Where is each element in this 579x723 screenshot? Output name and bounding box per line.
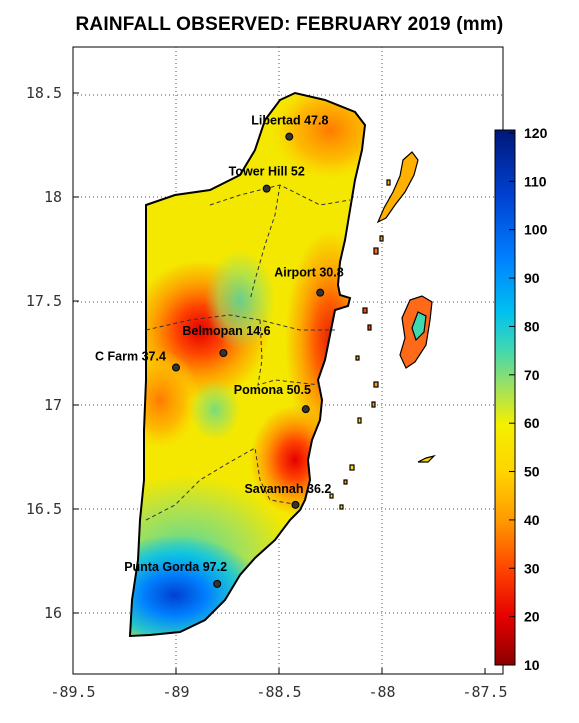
lon-tick-label: -88.5 [256,683,301,701]
station-label: Libertad 47.8 [251,114,328,128]
lat-tick-label: 16 [44,604,62,622]
colorbar-tick-label: 100 [524,222,548,238]
station-label: Tower Hill 52 [229,165,305,179]
station-value: 47.8 [304,114,328,128]
colorbar-tick-label: 20 [524,609,540,625]
station-label: Belmopan 14.6 [182,324,270,338]
colorbar [494,129,516,666]
station-name: Airport [274,266,317,280]
station-marker [301,405,310,414]
station-value: 52 [291,165,305,179]
station-name: C Farm [95,350,138,364]
station-name: Tower Hill [229,165,288,179]
station-label: Pomona 50.5 [234,383,311,397]
station-marker [316,288,325,297]
station-name: Belmopan [182,324,242,338]
mainland-coastline [128,91,367,638]
station-marker [172,363,180,372]
colorbar-tick-label: 120 [524,125,548,141]
station-marker [213,579,222,588]
colorbar-ticks: 120 110 100 90 80 70 60 50 40 30 20 10 [509,125,548,673]
station-label: Airport 30.8 [274,266,344,280]
lon-tick-label: -87.5 [462,683,507,701]
station-label: Punta Gorda 97.2 [124,560,227,574]
colorbar-tick-label: 80 [524,318,540,334]
colorbar-tick-label: 50 [524,464,540,480]
map-title: RAINFALL OBSERVED: FEBRUARY 2019 (mm) [75,14,504,35]
colorbar-tick-label: 30 [524,560,540,576]
station-value: 30.8 [319,266,343,280]
station-name: Punta Gorda [124,560,200,574]
lon-tick-label: -89 [162,683,189,701]
lon-tick-label: -88 [368,683,395,701]
station-value: 36.2 [307,482,331,496]
station-value: 50.5 [287,383,311,397]
lat-tick-label: 16.5 [26,500,62,518]
colorbar-tick-label: 70 [524,367,540,383]
colorbar-tick-label: 10 [524,657,540,673]
station-marker [219,349,228,357]
lon-tick-label: -89.5 [50,683,95,701]
station-marker [262,184,271,193]
station-marker [291,500,300,509]
colorbar-tick-label: 60 [524,415,540,431]
station-value: 37.4 [142,350,166,364]
lat-tick-label: 17.5 [26,292,62,310]
colorbar-tick-label: 90 [524,270,540,286]
station-name: Pomona [234,383,284,397]
station-value: 97.2 [203,560,227,574]
lat-tick-label: 17 [44,396,62,414]
station-label: Savannah 36.2 [244,482,331,496]
station-name: Savannah [244,482,303,496]
station-value: 14.6 [246,324,270,338]
colorbar-tick-label: 40 [524,512,540,528]
cayes-islands [329,151,436,510]
lat-tick-label: 18 [44,188,62,206]
station-label: C Farm 37.4 [95,350,166,364]
station-name: Libertad [251,114,300,128]
colorbar-tick-label: 110 [524,173,547,189]
station-layer: Libertad 47.8 Tower Hill 52 Airport 30.8 Be… [95,114,344,588]
district-boundaries [145,184,351,521]
station-marker [285,132,294,141]
lat-tick-label: 18.5 [26,84,62,102]
longitude-axis: -89.5 -89 -88.5 -88 -87.5 [50,668,508,701]
latitude-axis: 18.5 18 17.5 17 16.5 16 [26,84,79,622]
